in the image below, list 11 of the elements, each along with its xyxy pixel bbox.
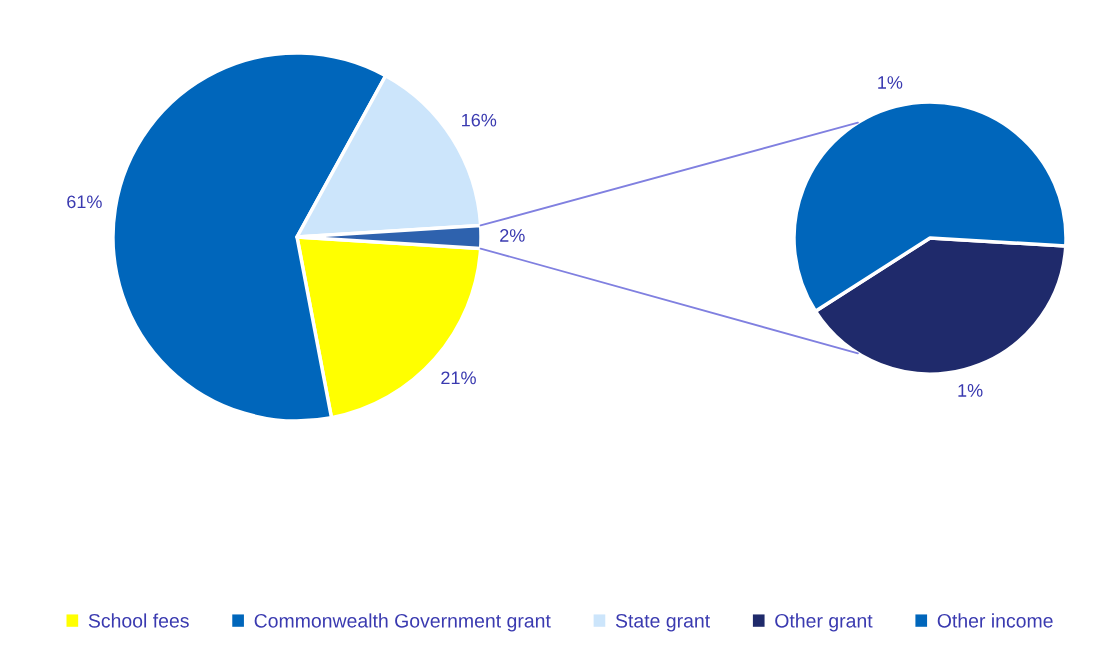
data-label: 1%	[878, 76, 903, 89]
legend-label: Commonwealth Government grant	[254, 613, 551, 632]
legend-label: Other grant	[775, 613, 873, 632]
legend-label: School fees	[88, 613, 189, 628]
legend-label: Other income	[937, 613, 1053, 628]
data-label: 61%	[67, 195, 102, 209]
data-label: 1%	[958, 384, 983, 397]
data-label: 21%	[441, 371, 476, 385]
data-label: 2%	[500, 229, 525, 242]
data-label: 16%	[462, 113, 497, 127]
legend-label: State grant	[615, 613, 710, 632]
